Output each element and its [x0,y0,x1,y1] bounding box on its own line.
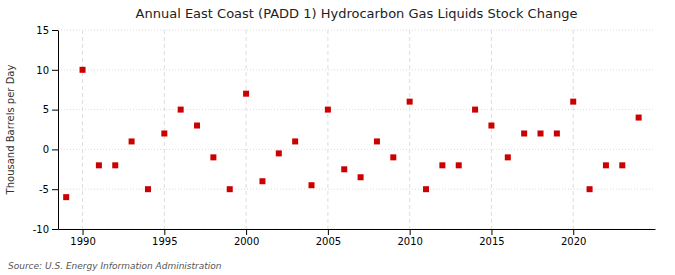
y-grid-line [58,229,655,230]
point [145,186,151,192]
point [538,130,544,136]
title: Annual East Coast (PADD 1) Hydrocarbon G… [136,6,578,21]
y-grid-line [58,30,655,31]
x-grid-line [491,30,492,229]
y-tick-mark [52,149,58,150]
x-tick-label: 2005 [316,236,341,247]
x-grid-line [573,30,574,229]
point [636,115,642,121]
point [276,150,282,156]
x-tick-mark [246,229,247,235]
point [505,154,511,160]
point [439,162,445,168]
point [243,91,249,97]
x-grid-line [246,30,247,229]
x-tick-mark [410,229,411,235]
y-grid-line [58,149,655,150]
y-tick-mark [52,70,58,71]
x-tick: 2010 [397,229,422,247]
point [259,178,265,184]
point [309,182,315,188]
y-tick: 10 [36,65,58,76]
point [603,162,609,168]
y-tick-mark [52,30,58,31]
chart: 1990 1995 2000 2005 2010 2015 2020 -10 -5 0 5 10 15 A… [0,0,675,275]
point [554,130,560,136]
y-tick-mark [52,110,58,111]
point [161,130,167,136]
point [292,138,298,144]
x-tick: 2000 [234,229,259,247]
point [407,99,413,105]
x-tick: 1990 [70,229,95,247]
x-axis: 1990 1995 2000 2005 2010 2015 2020 [59,229,656,247]
y-tick-label: 15 [36,25,49,36]
x-grid-line [327,30,328,229]
x-tick-mark [573,229,574,235]
y-tick-label: 10 [36,65,49,76]
y-tick: 5 [43,104,58,115]
points [63,67,641,200]
point [63,194,69,200]
point [570,99,576,105]
point [80,67,86,73]
y-tick: 0 [43,144,58,155]
y-tick-mark [52,189,58,190]
x-tick-mark [83,229,84,235]
y-tick-label: 5 [43,104,49,115]
point [210,154,216,160]
point [178,107,184,113]
x-tick-label: 2000 [234,236,259,247]
x-grid-line [82,30,83,229]
y-grid-line [58,109,655,110]
y-axis-title: Thousand Barrels per Day [5,65,16,196]
plot-area: 1990 1995 2000 2005 2010 2015 2020 -10 -5 0 5 10 15 [33,25,656,247]
x-tick-label: 2015 [479,236,504,247]
x-grid-line [164,30,165,229]
y-axis: -10 -5 0 5 10 15 [33,25,59,235]
x-tick: 2015 [479,229,504,247]
x-tick: 2020 [561,229,586,247]
x-grid-line [409,30,410,229]
x-axis-line [59,229,656,230]
point [227,186,233,192]
point [358,174,364,180]
y-tick: -10 [33,224,58,235]
point [587,186,593,192]
point [96,162,102,168]
y-tick: 15 [36,25,58,36]
point [488,123,494,129]
point [374,138,380,144]
x-tick-label: 2020 [561,236,586,247]
source-note: Source: U.S. Energy Information Administ… [8,261,222,271]
x-tick-label: 2010 [397,236,422,247]
point [619,162,625,168]
y-grid-line [58,69,655,70]
x-tick: 2005 [316,229,341,247]
x-tick-label: 1995 [152,236,177,247]
point [112,162,118,168]
y-tick: -5 [39,184,58,195]
x-tick-label: 1990 [70,236,95,247]
point [472,107,478,113]
y-tick-label: -10 [33,224,49,235]
point [423,186,429,192]
x-tick-mark [328,229,329,235]
point [456,162,462,168]
point [129,138,135,144]
y-tick-label: -5 [39,184,49,195]
point [194,123,200,129]
y-tick-label: 0 [43,144,49,155]
point [325,107,331,113]
x-tick: 1995 [152,229,177,247]
y-axis-line [58,31,59,230]
y-tick-mark [52,229,58,230]
x-tick-mark [164,229,165,235]
x-tick-mark [491,229,492,235]
grid [58,30,655,229]
point [521,130,527,136]
point [390,154,396,160]
point [341,166,347,172]
